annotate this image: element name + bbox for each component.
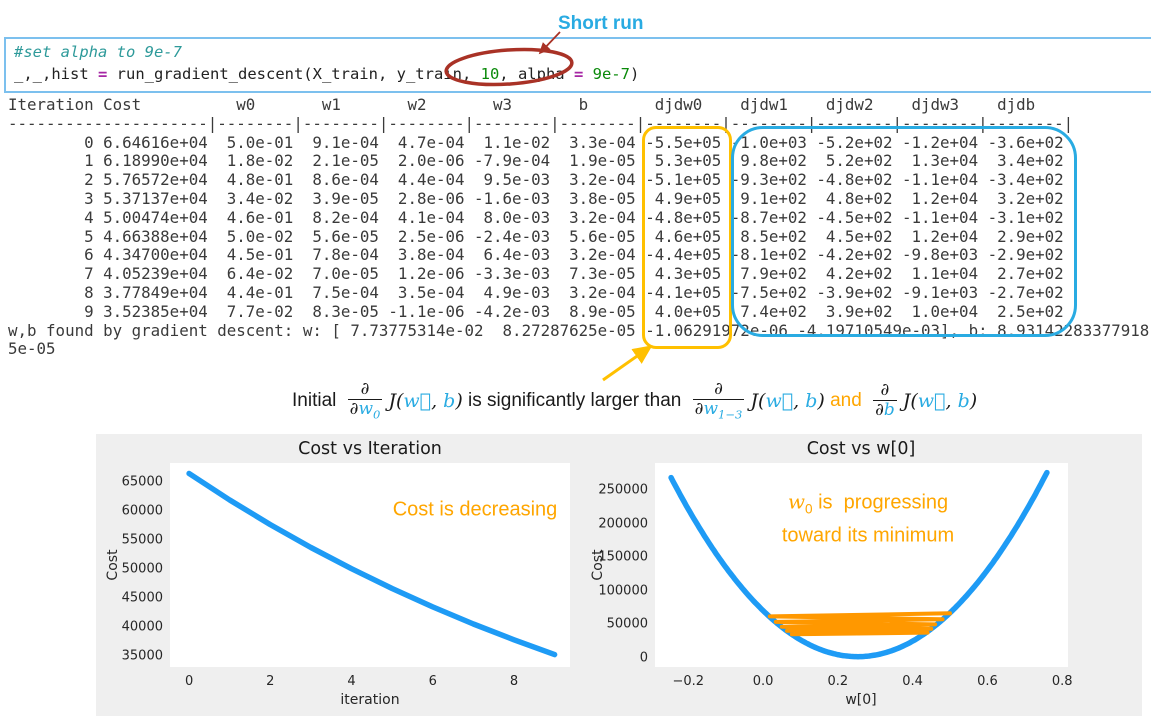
note-prefix: Initial	[292, 390, 342, 411]
cost-curve	[668, 469, 1050, 660]
x-tick-label: −0.2	[672, 674, 705, 689]
x-tick-label: 0.4	[902, 674, 923, 689]
y-tick-label: 45000	[121, 590, 163, 606]
x-tick-label: 0.0	[752, 674, 774, 689]
y-tick-label: 35000	[121, 648, 163, 664]
partial-b-fraction: ∂ ∂b	[873, 380, 897, 420]
y-tick-label: 50000	[606, 616, 648, 632]
y-tick-label: 65000	[121, 474, 163, 490]
code-text: #set alpha to 9e-7 _,_,hist = run_gradien…	[14, 43, 640, 83]
gradient-descent-path	[767, 611, 952, 637]
x-tick-label: 0	[184, 674, 194, 689]
x-tick-label: 0.8	[1051, 674, 1073, 689]
y-tick-label: 100000	[598, 583, 648, 599]
x-tick-label: 4	[347, 674, 356, 689]
gradient-descent-output-table: Iteration Cost w0 w1 w2 w3 b djdw0 djdw1…	[8, 95, 1150, 359]
y-tick-label: 0	[639, 650, 648, 666]
x-tick-label: 6	[428, 674, 437, 689]
cost-vs-w0-lines	[668, 469, 1050, 660]
code-cell[interactable]: #set alpha to 9e-7 _,_,hist = run_gradien…	[4, 37, 1151, 93]
cost-function-2: J(w⃗, b)	[750, 390, 825, 412]
partial-w13-fraction: ∂ ∂w1−3	[692, 379, 745, 422]
x-tick-label: 8	[509, 674, 519, 689]
left-x-axis-label: iteration	[340, 692, 400, 708]
cost-function-1: J(w⃗, b)	[388, 390, 463, 412]
left-y-axis-label: Cost	[105, 549, 121, 581]
cost-vs-iteration-line	[186, 470, 558, 658]
w0-progress-note: w0 is progressing toward its minimum	[781, 489, 955, 547]
cost-function-3: J(w⃗, b)	[902, 390, 978, 412]
x-tick-label: 2	[266, 674, 275, 689]
right-x-axis-label: w[0]	[845, 692, 877, 708]
y-tick-label: 250000	[598, 482, 648, 498]
y-tick-label: 55000	[121, 532, 163, 548]
note-and: and	[824, 390, 868, 411]
note-middle: is significantly larger than	[462, 390, 687, 411]
y-tick-label: 40000	[121, 619, 163, 635]
partial-w0-fraction: ∂ ∂w0	[347, 379, 383, 422]
y-tick-label: 150000	[598, 549, 648, 565]
y-tick-label: 200000	[598, 516, 648, 532]
cost-decreasing-note: Cost is decreasing	[392, 498, 558, 521]
right-chart-title: Cost vs w[0]	[806, 439, 916, 459]
matplotlib-figure: Cost vs Iteration Cost vs w[0] Cost Cost…	[96, 434, 1142, 716]
short-run-annotation: Short run	[558, 13, 644, 34]
gradient-comparison-note: Initial ∂ ∂w0 J(w⃗, b) is significantly la…	[292, 374, 977, 428]
cost-line	[186, 470, 558, 658]
y-tick-label: 50000	[121, 561, 163, 577]
y-tick-label: 60000	[121, 503, 163, 519]
x-tick-label: 0.2	[827, 674, 849, 689]
x-tick-label: 0.6	[977, 674, 998, 689]
left-chart-title: Cost vs Iteration	[298, 439, 442, 459]
